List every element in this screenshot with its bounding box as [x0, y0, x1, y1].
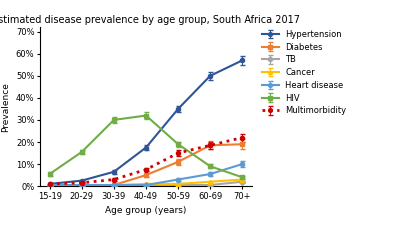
Y-axis label: Prevalence: Prevalence: [1, 82, 10, 132]
X-axis label: Age group (years): Age group (years): [105, 206, 187, 215]
Legend: Hypertension, Diabetes, TB, Cancer, Heart disease, HIV, Multimorbidity: Hypertension, Diabetes, TB, Cancer, Hear…: [260, 28, 348, 117]
Title: Estimated disease prevalence by age group, South Africa 2017: Estimated disease prevalence by age grou…: [0, 15, 300, 25]
